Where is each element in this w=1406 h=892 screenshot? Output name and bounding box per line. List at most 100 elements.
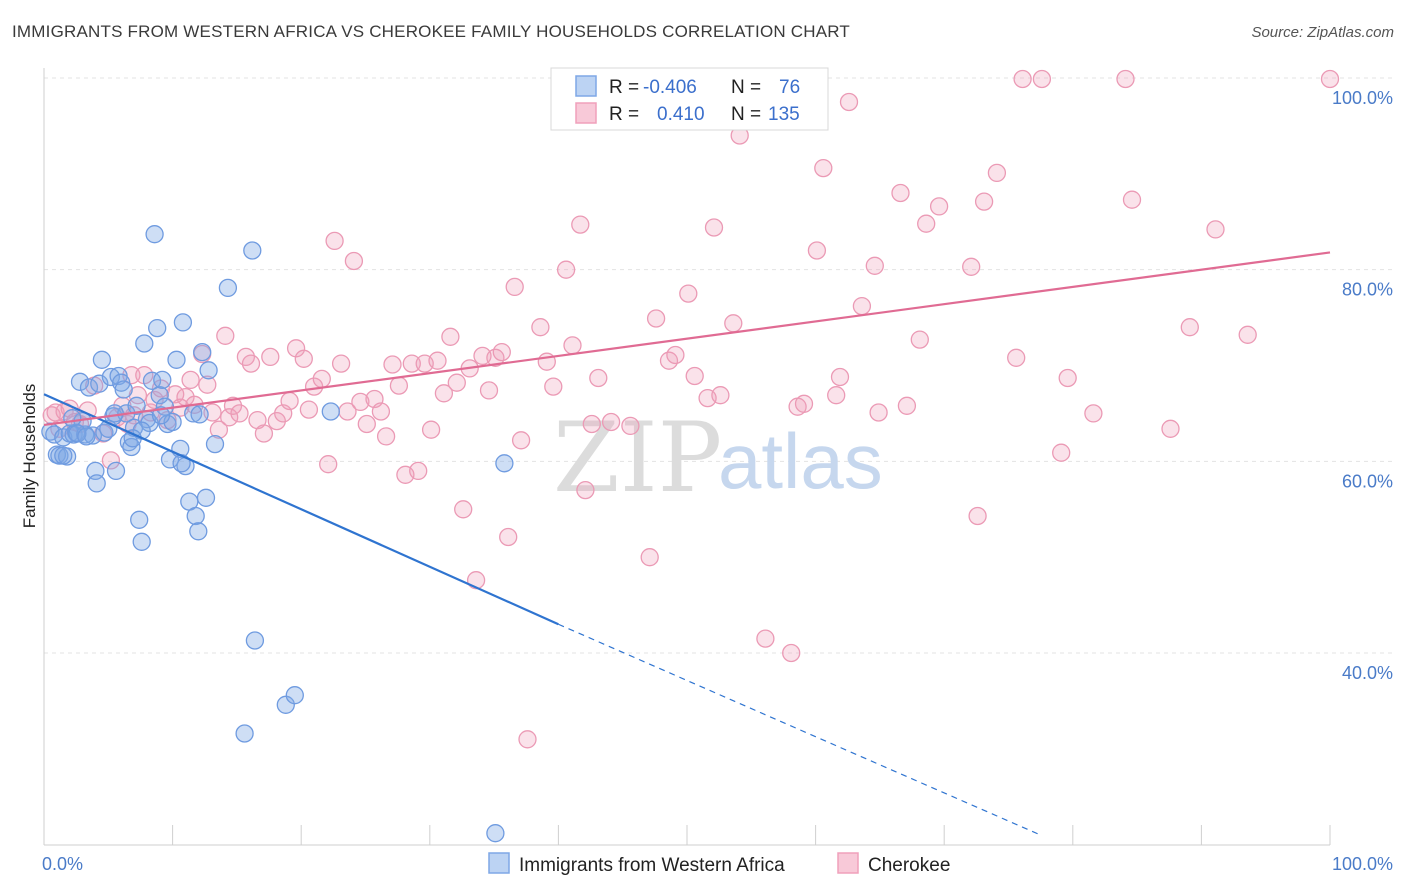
point-western-africa	[145, 225, 164, 244]
point-cherokee	[1032, 69, 1052, 89]
point-cherokee	[319, 455, 338, 474]
point-western-africa	[151, 406, 171, 425]
point-western-africa	[132, 532, 151, 551]
point-cherokee	[794, 394, 814, 413]
y-tick-label: 60.0%	[1342, 471, 1393, 491]
point-western-africa	[148, 318, 167, 338]
point-cherokee	[101, 451, 121, 470]
point-cherokee	[294, 349, 313, 368]
legend-n-label-1: N =	[731, 77, 761, 98]
point-western-africa	[130, 510, 149, 529]
point-cherokee	[505, 277, 524, 297]
point-cherokee	[891, 183, 910, 203]
point-cherokee	[1052, 443, 1071, 462]
point-cherokee	[571, 215, 590, 234]
point-western-africa	[173, 313, 193, 332]
point-western-africa	[135, 334, 154, 353]
point-cherokee	[1122, 190, 1142, 209]
point-cherokee	[230, 404, 249, 423]
point-cherokee	[974, 192, 994, 211]
point-cherokee	[685, 366, 704, 386]
point-western-africa	[54, 446, 73, 465]
point-cherokee	[331, 354, 351, 373]
point-cherokee	[601, 412, 621, 432]
point-cherokee	[807, 241, 827, 260]
point-cherokee	[198, 375, 217, 394]
point-cherokee	[852, 296, 872, 316]
point-cherokee	[344, 251, 364, 271]
point-cherokee	[621, 416, 640, 436]
point-cherokee	[917, 214, 936, 233]
point-western-africa	[285, 686, 304, 705]
legend-r-value-2: 0.410	[657, 104, 705, 125]
point-western-africa	[106, 461, 126, 481]
point-cherokee	[261, 347, 280, 367]
stats-legend-box	[550, 67, 829, 131]
point-cherokee	[122, 365, 141, 385]
point-cherokee	[830, 367, 850, 387]
point-cherokee	[1058, 368, 1077, 388]
trend-lines	[43, 251, 1331, 836]
point-western-africa	[83, 426, 103, 445]
point-cherokee	[1206, 220, 1225, 239]
chart-source: Source: ZipAtlas.com	[1251, 24, 1394, 41]
point-cherokee	[968, 506, 987, 526]
point-cherokee	[428, 351, 447, 370]
point-cherokee	[220, 408, 239, 427]
point-western-africa	[167, 350, 186, 369]
point-cherokee	[223, 396, 243, 415]
point-cherokee	[1238, 325, 1257, 344]
trend-line-western-africa	[43, 393, 559, 626]
point-cherokee	[666, 345, 685, 365]
watermark-atlas: atlas	[718, 417, 883, 505]
point-western-africa	[77, 427, 96, 446]
x-tick-labels: 0.0% 100.0%	[42, 854, 1393, 874]
point-cherokee	[1320, 69, 1340, 89]
chart-title: IMMIGRANTS FROM WESTERN AFRICA VS CHEROK…	[12, 22, 851, 41]
legend-r-value-1: -0.406	[643, 77, 697, 98]
point-cherokee	[441, 327, 460, 346]
point-cherokee	[962, 257, 981, 276]
point-western-africa	[199, 361, 218, 380]
point-cherokee	[351, 392, 370, 412]
point-cherokee	[371, 402, 391, 421]
point-cherokee	[389, 376, 409, 395]
point-cherokee	[897, 396, 917, 415]
stats-legend: R = -0.406 N = 76 R = 0.410 N = 135	[550, 67, 829, 131]
point-cherokee	[492, 342, 511, 362]
point-cherokee	[782, 643, 801, 663]
point-cherokee	[563, 336, 582, 355]
x-tick-label: 100.0%	[1332, 854, 1393, 874]
point-western-africa	[196, 488, 216, 507]
point-cherokee	[1116, 69, 1135, 89]
point-cherokee	[827, 386, 846, 405]
point-cherokee	[383, 355, 402, 374]
point-cherokee	[312, 369, 331, 389]
point-cherokee	[756, 629, 775, 648]
point-cherokee	[166, 385, 185, 404]
point-cherokee	[434, 384, 454, 403]
point-cherokee	[724, 314, 743, 333]
point-cherokee	[910, 330, 929, 349]
point-cherokee	[646, 309, 666, 328]
point-western-africa	[105, 404, 124, 423]
point-cherokee	[299, 400, 319, 419]
point-cherokee	[531, 318, 550, 337]
point-western-africa	[495, 454, 514, 473]
point-cherokee	[589, 368, 608, 388]
series-legend-label-western-africa: Immigrants from Western Africa	[519, 855, 785, 876]
point-cherokee	[376, 427, 396, 446]
point-cherokee	[499, 527, 518, 547]
y-tick-label: 100.0%	[1332, 88, 1393, 108]
point-western-africa	[70, 372, 90, 391]
point-cherokee	[814, 158, 833, 178]
point-cherokee	[679, 284, 698, 303]
data-points	[41, 69, 1340, 843]
point-cherokee	[576, 480, 595, 500]
axes	[43, 68, 1331, 846]
point-western-africa	[101, 367, 121, 387]
point-cherokee	[640, 548, 659, 567]
y-tick-label: 80.0%	[1342, 280, 1393, 300]
point-cherokee	[839, 92, 859, 112]
point-cherokee	[241, 354, 261, 373]
